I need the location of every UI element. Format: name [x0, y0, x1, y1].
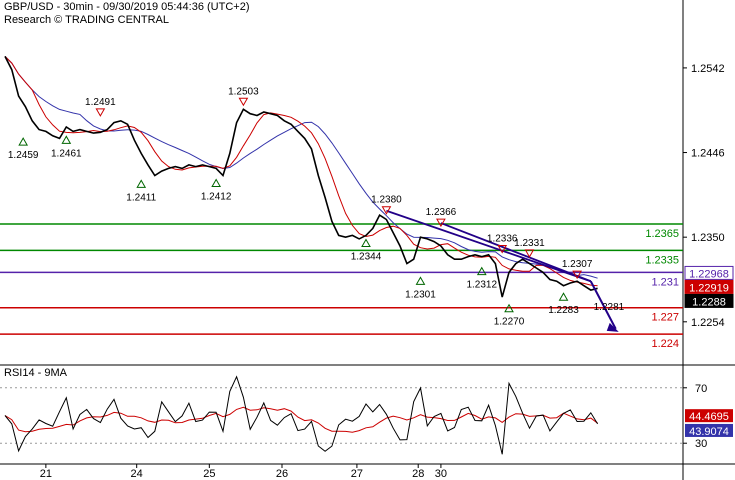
annotation-1.2336: 1.2336 [487, 234, 518, 245]
annotation-1.2331: 1.2331 [514, 238, 545, 249]
annotation-1.2307: 1.2307 [562, 259, 593, 270]
marker-down-1.2366 [436, 218, 446, 228]
x-tick-label-24: 24 [131, 468, 143, 480]
level-label-1.231: 1.231 [651, 276, 679, 288]
price-tag-1.22919: 1.22919 [689, 282, 729, 294]
chart-header: GBP/USD - 30min - 09/30/2019 05:44:36 (U… [4, 1, 249, 27]
price-line [4, 56, 598, 298]
x-tick-label-30: 30 [435, 468, 447, 480]
marker-down-1.2503 [238, 97, 249, 107]
annotation-1.2283: 1.2283 [548, 305, 579, 316]
marker-down-1.2307 [572, 270, 582, 280]
annotation-1.2412: 1.2412 [201, 192, 232, 203]
annotation-1.2312: 1.2312 [466, 280, 497, 291]
price-tag-box-1.2288 [684, 293, 734, 308]
ma-slow-line [4, 56, 598, 279]
rsi-line [4, 375, 599, 455]
marker-up-1.2461 [61, 135, 72, 144]
marker-down-1.2380 [381, 206, 392, 215]
marker-up-1.2312 [476, 266, 487, 276]
y-tick-label: 1.2542 [691, 63, 725, 75]
rsi-tag-44.4695: 44.4695 [689, 411, 729, 423]
forecast-arrow-head [606, 322, 619, 332]
level-label-1.2365: 1.2365 [645, 228, 679, 240]
marker-up-1.2412 [211, 178, 222, 188]
annotation-1.2459: 1.2459 [8, 150, 39, 161]
marker-up-1.2301 [415, 276, 426, 285]
rsi-ma-line [4, 406, 598, 433]
price-tag-1.2288: 1.2288 [692, 296, 726, 308]
marker-up-1.2344 [361, 238, 371, 247]
rsi-tag-box-43.9074 [685, 423, 733, 437]
rsi-tag-43.9074: 43.9074 [689, 426, 729, 438]
level-label-1.2335: 1.2335 [645, 254, 679, 266]
x-tick-label-26: 26 [276, 468, 288, 480]
annotation-1.2411: 1.2411 [126, 192, 156, 203]
x-tick-label-28: 28 [412, 468, 424, 480]
price-tag-box-1.22919 [684, 279, 734, 294]
marker-up-1.2270 [504, 303, 514, 313]
marker-up-1.2411 [136, 179, 147, 188]
price-tag-1.22968: 1.22968 [689, 268, 729, 280]
marker-down-1.2331 [524, 249, 535, 258]
annotation-1.2270: 1.2270 [494, 317, 525, 328]
rsi-panel-label: RSI14 - 9MA [4, 367, 67, 379]
x-tick-label-27: 27 [351, 468, 363, 480]
annotation-1.2301: 1.2301 [405, 289, 436, 300]
x-tick-label-25: 25 [203, 468, 215, 480]
rsi-tick-label: 70 [695, 383, 707, 395]
trendline-upper [386, 209, 592, 283]
annotation-1.2503: 1.2503 [228, 86, 259, 97]
trendline-lower [440, 222, 592, 283]
marker-down-1.2491 [95, 108, 106, 117]
ma-fast-line [4, 56, 598, 287]
x-tick-label-21: 21 [40, 468, 52, 480]
chart-title: GBP/USD - 30min - 09/30/2019 05:44:36 (U… [4, 1, 250, 13]
marker-down-1.2336 [497, 245, 508, 254]
level-label-1.227: 1.227 [651, 312, 679, 324]
annotation-1.2344: 1.2344 [351, 251, 382, 262]
annotation-1.2491: 1.2491 [85, 97, 116, 108]
annotation-1.2281: 1.2281 [594, 302, 625, 313]
marker-up-1.2459 [18, 137, 29, 146]
level-label-1.224: 1.224 [651, 338, 679, 350]
chart-subtitle: Research © TRADING CENTRAL [4, 14, 169, 26]
forecast-arrow-line [589, 280, 617, 330]
annotation-1.2380: 1.2380 [371, 195, 402, 206]
y-tick-label: 1.2254 [691, 317, 725, 329]
price-tag-box-1.22968 [684, 265, 734, 280]
y-tick-label: 1.2350 [691, 232, 725, 244]
rsi-tag-box-44.4695 [685, 409, 733, 423]
y-tick-label: 1.2446 [691, 148, 725, 160]
annotation-1.2461: 1.2461 [51, 148, 82, 159]
marker-up-1.2283 [558, 292, 569, 301]
rsi-tick-label: 30 [695, 438, 707, 450]
annotation-1.2366: 1.2366 [426, 207, 457, 218]
